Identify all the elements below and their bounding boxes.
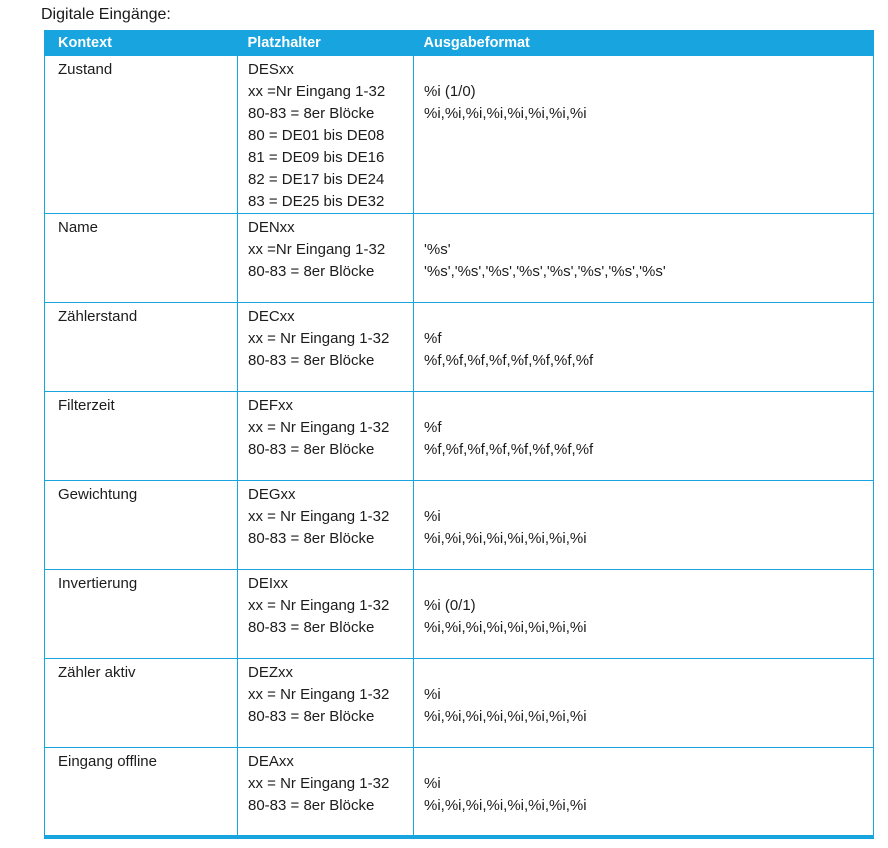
cell-ausgabeformat: %i %i,%i,%i,%i,%i,%i,%i,%i xyxy=(413,747,874,837)
table-row: Name DENxx xx =Nr Eingang 1-32 80-83 = 8… xyxy=(44,213,874,303)
table-header: Kontext Platzhalter Ausgabeformat xyxy=(44,30,874,56)
cell-platzhalter: DESxx xx =Nr Eingang 1-32 80-83 = 8er Bl… xyxy=(237,55,414,214)
cell-ausgabeformat: %f %f,%f,%f,%f,%f,%f,%f,%f xyxy=(413,302,874,392)
cell-platzhalter: DENxx xx =Nr Eingang 1-32 80-83 = 8er Bl… xyxy=(237,213,414,303)
page-title: Digitale Eingänge: xyxy=(41,6,171,23)
cell-ausgabeformat: %i %i,%i,%i,%i,%i,%i,%i,%i xyxy=(413,658,874,748)
cell-ausgabeformat: %i (1/0) %i,%i,%i,%i,%i,%i,%i,%i xyxy=(413,55,874,214)
column-header-platzhalter: Platzhalter xyxy=(237,30,414,56)
table-row: Invertierung DEIxx xx = Nr Eingang 1-32 … xyxy=(44,569,874,659)
header-row: Kontext Platzhalter Ausgabeformat xyxy=(44,30,874,56)
cell-kontext: Name xyxy=(44,213,238,303)
cell-ausgabeformat: %i %i,%i,%i,%i,%i,%i,%i,%i xyxy=(413,480,874,570)
table-row: Zähler aktiv DEZxx xx = Nr Eingang 1-32 … xyxy=(44,658,874,748)
cell-platzhalter: DEIxx xx = Nr Eingang 1-32 80-83 = 8er B… xyxy=(237,569,414,659)
cell-platzhalter: DEGxx xx = Nr Eingang 1-32 80-83 = 8er B… xyxy=(237,480,414,570)
cell-ausgabeformat: '%s' '%s','%s','%s','%s','%s','%s','%s',… xyxy=(413,213,874,303)
cell-platzhalter: DECxx xx = Nr Eingang 1-32 80-83 = 8er B… xyxy=(237,302,414,392)
cell-kontext: Invertierung xyxy=(44,569,238,659)
cell-kontext: Filterzeit xyxy=(44,391,238,481)
table-row: Eingang offline DEAxx xx = Nr Eingang 1-… xyxy=(44,747,874,837)
column-header-kontext: Kontext xyxy=(44,30,238,56)
cell-kontext: Eingang offline xyxy=(44,747,238,837)
table-row: Gewichtung DEGxx xx = Nr Eingang 1-32 80… xyxy=(44,480,874,570)
cell-ausgabeformat: %f %f,%f,%f,%f,%f,%f,%f,%f xyxy=(413,391,874,481)
cell-kontext: Zählerstand xyxy=(44,302,238,392)
column-header-ausgabeformat: Ausgabeformat xyxy=(413,30,874,56)
cell-kontext: Zustand xyxy=(44,55,238,214)
table-row: Zählerstand DECxx xx = Nr Eingang 1-32 8… xyxy=(44,302,874,392)
digital-inputs-table: Kontext Platzhalter Ausgabeformat Zustan… xyxy=(44,30,874,839)
table-row: Zustand DESxx xx =Nr Eingang 1-32 80-83 … xyxy=(44,55,874,214)
cell-kontext: Gewichtung xyxy=(44,480,238,570)
cell-platzhalter: DEAxx xx = Nr Eingang 1-32 80-83 = 8er B… xyxy=(237,747,414,837)
table-row: Filterzeit DEFxx xx = Nr Eingang 1-32 80… xyxy=(44,391,874,481)
cell-platzhalter: DEFxx xx = Nr Eingang 1-32 80-83 = 8er B… xyxy=(237,391,414,481)
cell-kontext: Zähler aktiv xyxy=(44,658,238,748)
cell-ausgabeformat: %i (0/1) %i,%i,%i,%i,%i,%i,%i,%i xyxy=(413,569,874,659)
cell-platzhalter: DEZxx xx = Nr Eingang 1-32 80-83 = 8er B… xyxy=(237,658,414,748)
